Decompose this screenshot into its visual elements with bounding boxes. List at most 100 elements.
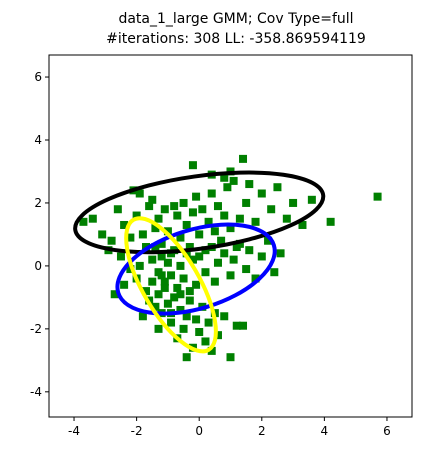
data-point-29	[192, 192, 201, 201]
data-point-83	[235, 239, 244, 248]
data-point-81	[226, 271, 235, 280]
data-point-74	[192, 280, 201, 289]
axes: -4 -2 0 2 4 6 -4 -2 0 2 4 6	[30, 54, 413, 438]
data-point-57	[188, 161, 197, 170]
data-point-22	[170, 202, 179, 211]
data-point-35	[210, 227, 219, 236]
data-point-40	[226, 224, 235, 233]
y-tick-label-0: -4	[30, 385, 42, 399]
data-point-66	[167, 271, 176, 280]
x-tick-label-5: 6	[383, 424, 391, 438]
ellipse-layer	[73, 170, 326, 354]
data-point-102	[160, 283, 169, 292]
data-point-69	[176, 261, 185, 270]
y-tick-label-4: 4	[34, 133, 42, 147]
data-point-84	[242, 265, 251, 274]
data-point-68	[173, 283, 182, 292]
data-point-46	[245, 180, 254, 189]
data-point-32	[201, 246, 210, 255]
data-point-49	[267, 205, 276, 214]
y-tick-label-1: -2	[30, 322, 42, 336]
data-point-87	[257, 252, 266, 261]
data-point-17	[154, 214, 163, 223]
data-point-82	[229, 255, 238, 264]
x-tick-label-0: -4	[68, 424, 80, 438]
data-point-45	[242, 198, 251, 207]
data-point-23	[173, 211, 182, 220]
data-point-10	[132, 211, 141, 220]
data-point-36	[213, 202, 222, 211]
data-point-109	[182, 312, 191, 321]
data-point-116	[204, 318, 213, 327]
x-tick-label-3: 2	[258, 424, 266, 438]
data-point-104	[167, 318, 176, 327]
data-point-27	[185, 243, 194, 252]
data-point-31	[198, 205, 207, 214]
data-point-48	[257, 189, 266, 198]
y-tick-label-3: 2	[34, 196, 42, 210]
data-point-51	[282, 214, 291, 223]
black-component-ellipse	[73, 170, 326, 255]
data-point-100	[154, 290, 163, 299]
data-point-11	[135, 189, 144, 198]
plot-frame	[48, 54, 413, 418]
data-point-95	[138, 312, 147, 321]
chart-title-line-2: #iterations: 308 LL: -358.869594119	[106, 31, 366, 47]
data-point-72	[185, 287, 194, 296]
data-point-24	[176, 233, 185, 242]
data-point-65	[163, 258, 172, 267]
data-point-120	[220, 312, 229, 321]
data-point-121	[226, 353, 235, 362]
data-point-53	[298, 220, 307, 229]
data-point-43	[235, 214, 244, 223]
blue-component-ellipse	[115, 222, 277, 316]
data-point-92	[120, 280, 129, 289]
data-point-96	[142, 287, 151, 296]
data-point-110	[185, 296, 194, 305]
data-point-86	[251, 274, 260, 283]
data-point-50	[273, 183, 282, 192]
data-point-37	[217, 236, 226, 245]
data-point-30	[195, 230, 204, 239]
data-point-60	[220, 173, 229, 182]
data-point-39	[223, 183, 232, 192]
data-point-16	[151, 224, 160, 233]
data-point-127	[157, 271, 166, 280]
data-point-115	[201, 337, 210, 346]
data-point-19	[160, 205, 169, 214]
data-point-2	[98, 230, 107, 239]
data-point-5	[113, 205, 122, 214]
yellow-component-ellipse	[124, 216, 218, 354]
data-point-85	[245, 246, 254, 255]
data-point-26	[182, 220, 191, 229]
data-point-4	[107, 236, 116, 245]
data-point-28	[188, 208, 197, 217]
data-point-20	[163, 227, 172, 236]
data-point-119	[213, 331, 222, 340]
data-point-41	[229, 176, 238, 185]
data-point-8	[126, 233, 135, 242]
data-point-12	[138, 230, 147, 239]
data-point-1	[88, 214, 97, 223]
data-point-15	[148, 195, 157, 204]
data-point-76	[201, 268, 210, 277]
data-point-56	[373, 192, 382, 201]
data-point-90	[276, 249, 285, 258]
points-layer	[79, 154, 382, 362]
chart-title-line-1: data_1_large GMM; Cov Type=full	[118, 11, 353, 27]
data-point-103	[163, 299, 172, 308]
data-point-99	[151, 302, 160, 311]
data-point-7	[120, 220, 129, 229]
data-point-117	[207, 346, 216, 355]
data-point-55	[326, 217, 335, 226]
data-point-89	[270, 268, 279, 277]
data-point-123	[239, 321, 248, 330]
x-tick-label-2: 0	[195, 424, 203, 438]
data-point-107	[176, 305, 185, 314]
data-point-80	[220, 249, 229, 258]
data-point-54	[307, 195, 316, 204]
data-point-88	[264, 236, 273, 245]
x-tick-label-1: -2	[131, 424, 143, 438]
data-point-125	[154, 324, 163, 333]
